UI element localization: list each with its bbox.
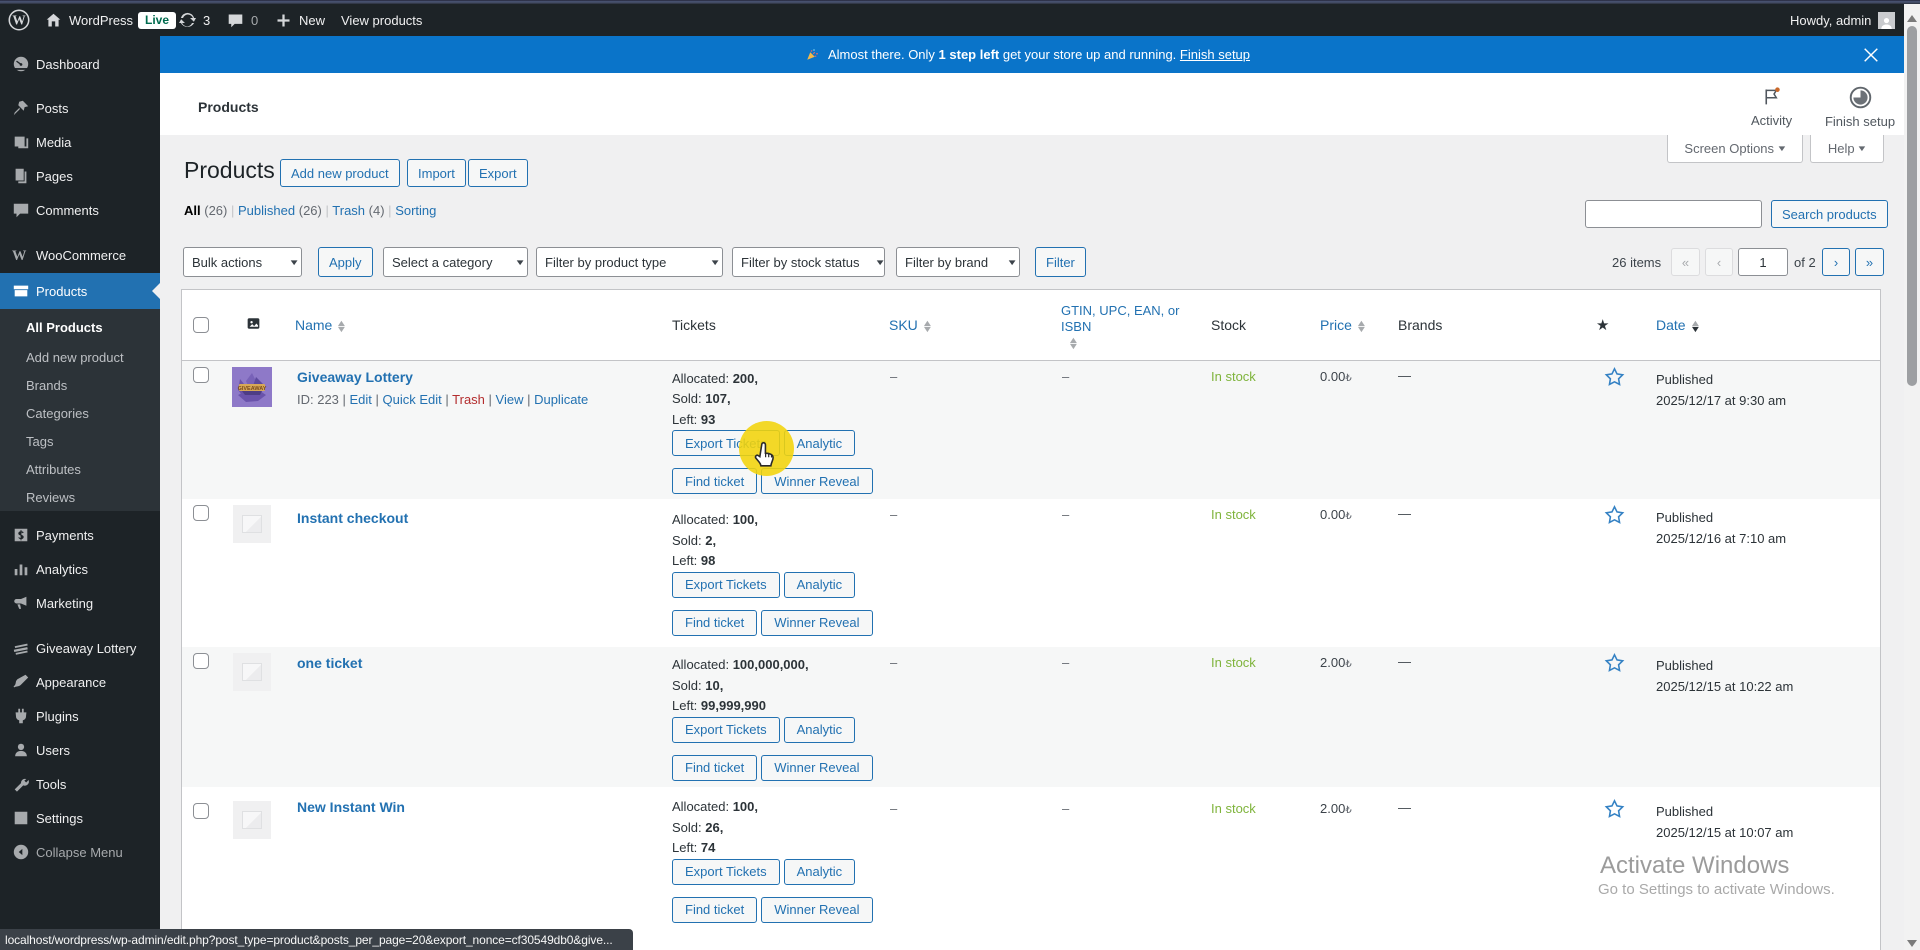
svg-text:GIVEAWAY: GIVEAWAY <box>238 386 267 392</box>
svg-text:W: W <box>12 13 26 28</box>
svg-text:W: W <box>12 248 27 264</box>
